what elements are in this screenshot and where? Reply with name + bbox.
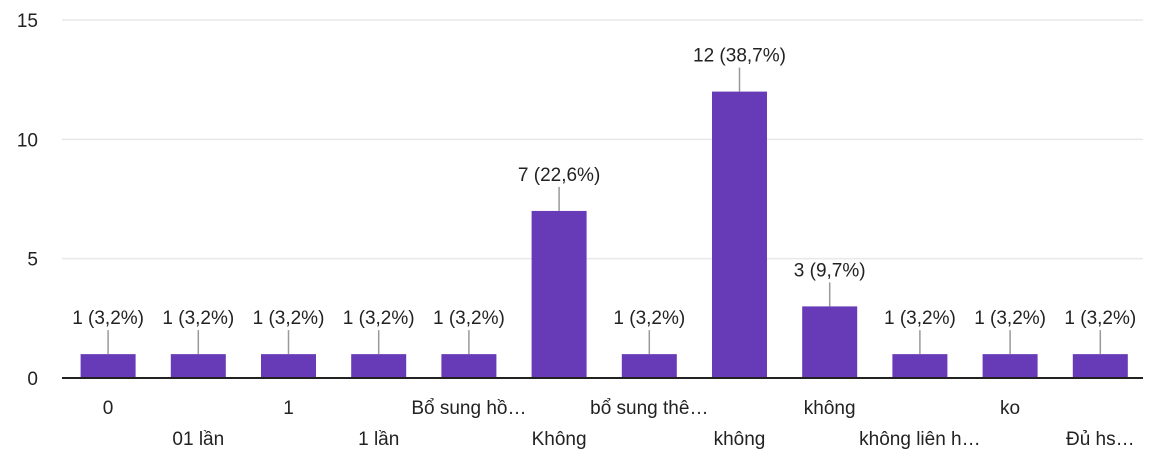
x-tick-label: Đủ hs… — [1066, 429, 1135, 450]
bar — [1072, 354, 1128, 378]
data-label: 3 (9,7%) — [794, 260, 866, 281]
data-label: 7 (22,6%) — [518, 165, 600, 186]
x-tick-label: 0 — [103, 398, 114, 419]
grid-lines — [62, 19, 1143, 260]
bar — [441, 354, 497, 378]
bar — [351, 354, 407, 378]
y-tick-label: 0 — [27, 369, 38, 390]
x-tick-label: 1 — [283, 398, 294, 419]
y-tick-label: 15 — [17, 11, 38, 32]
bar — [712, 91, 767, 378]
x-tick-label: không liên h… — [859, 429, 980, 450]
data-label: 12 (38,7%) — [693, 46, 786, 67]
data-label: 1 (3,2%) — [343, 308, 415, 329]
data-label: 1 (3,2%) — [613, 308, 685, 329]
data-label: 1 (3,2%) — [253, 308, 325, 329]
x-tick-label: không — [714, 429, 766, 450]
y-tick-label: 5 — [27, 250, 38, 271]
x-tick-label: Bổ sung hồ… — [411, 398, 526, 419]
bar — [80, 354, 136, 378]
data-label: 1 (3,2%) — [433, 308, 505, 329]
y-axis-ticks: 0 5 10 15 — [17, 11, 38, 390]
data-labels: 1 (3,2%) 1 (3,2%) 1 (3,2%) 1 (3,2%) 1 (3,2%)… — [72, 46, 1136, 330]
bar — [261, 354, 316, 378]
bar — [982, 354, 1038, 378]
x-tick-label: 1 lần — [358, 429, 399, 450]
data-label: 1 (3,2%) — [884, 308, 956, 329]
x-tick-label: ko — [1000, 398, 1020, 419]
data-label-leaders — [107, 67, 1102, 355]
data-label: 1 (3,2%) — [1064, 308, 1136, 329]
data-label: 1 (3,2%) — [72, 308, 144, 329]
bar — [802, 306, 858, 378]
y-tick-label: 10 — [17, 130, 38, 151]
x-tick-label: Không — [532, 429, 587, 450]
bars — [80, 91, 1128, 378]
bar — [170, 354, 226, 378]
bar — [892, 354, 948, 378]
x-tick-label: bổ sung thê… — [590, 398, 708, 419]
data-label: 1 (3,2%) — [974, 308, 1046, 329]
x-tick-label: không — [804, 398, 856, 419]
bar — [621, 354, 677, 378]
x-tick-label: 01 lần — [172, 429, 224, 450]
data-label: 1 (3,2%) — [162, 308, 234, 329]
bar — [531, 210, 587, 378]
